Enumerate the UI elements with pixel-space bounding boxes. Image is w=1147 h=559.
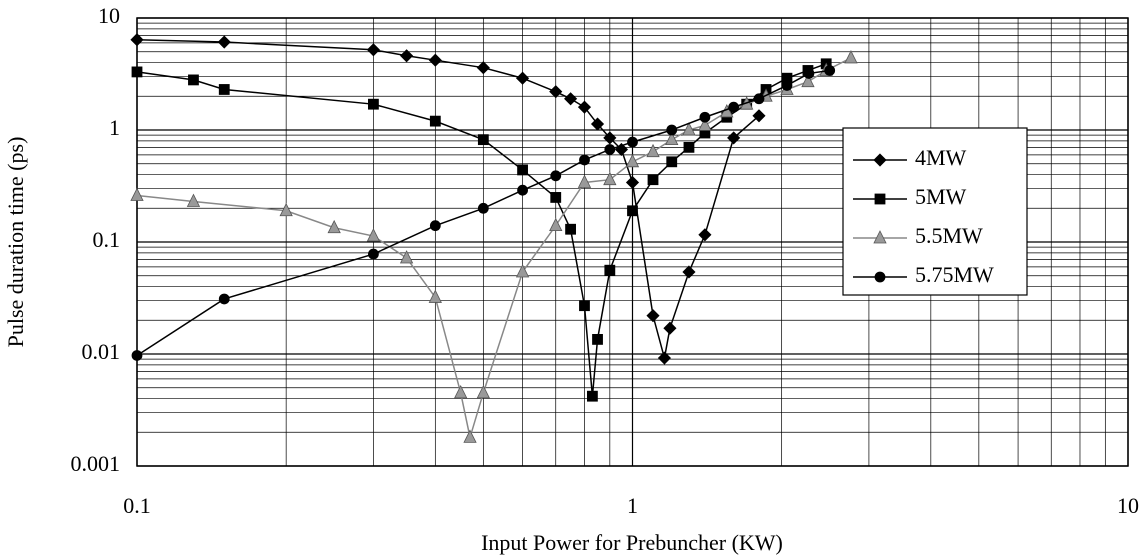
marker [874,271,886,283]
marker [279,202,293,217]
marker [218,84,230,95]
marker [874,193,886,205]
marker [844,50,858,64]
marker [663,321,677,335]
marker [400,49,414,63]
y-axis-title: Pulse duration time (ps) [3,137,28,348]
x-tick-label: 10 [1117,493,1139,518]
marker [429,220,441,232]
legend-label: 5MW [915,184,967,209]
legend-label: 5.75MW [915,262,994,287]
marker [565,223,576,235]
series [131,65,836,361]
legend-label: 4MW [915,145,967,170]
marker [218,293,230,305]
marker [699,111,711,123]
marker [463,429,477,443]
marker [399,250,414,264]
marker [577,174,592,188]
marker [753,93,765,105]
marker [666,124,678,136]
marker [627,136,638,148]
marker [647,174,659,186]
marker [801,73,815,88]
marker [130,33,144,47]
marker [873,153,887,167]
series [130,33,766,365]
marker [698,117,712,131]
marker [366,43,380,57]
marker [477,134,489,146]
marker [549,85,563,99]
marker [604,144,616,155]
marker [683,141,695,153]
marker [727,131,741,145]
marker [781,80,793,91]
marker [517,184,528,196]
legend-label: 5.5MW [915,223,983,248]
marker [130,187,144,201]
marker [665,131,679,146]
y-tick-label: 0.01 [82,339,121,364]
marker [477,202,489,214]
marker [824,65,836,76]
marker [550,192,562,203]
marker [603,171,617,186]
series [130,50,858,443]
marker [752,109,766,123]
legend-box [842,127,1028,296]
marker [454,384,468,399]
marker [603,131,617,145]
y-tick-label: 0.1 [93,227,121,252]
marker [627,205,638,217]
marker [646,309,660,323]
marker [579,300,590,312]
marker [188,74,199,86]
marker [476,61,490,75]
marker [515,264,530,278]
x-tick-label: 0.1 [123,493,151,518]
marker [428,289,442,303]
marker [657,351,672,365]
marker [666,156,678,168]
legend: 4MW 5MW 5.5MW 5.75MW [842,127,1028,296]
y-tick-label: 1 [109,115,120,140]
marker [131,350,143,361]
marker [646,143,660,158]
marker [604,264,616,276]
marker [476,384,490,399]
marker [587,390,598,402]
marker [873,230,887,244]
marker [592,334,603,345]
marker [516,71,530,85]
marker [590,117,605,131]
y-tick-label: 10 [98,3,120,28]
marker [577,100,592,114]
marker [517,164,528,176]
marker [803,68,815,79]
marker [682,265,696,279]
marker [625,175,640,190]
marker [368,248,379,260]
marker [131,66,143,78]
marker [428,53,442,67]
marker [698,228,712,242]
marker [186,193,201,207]
marker [217,35,231,49]
marker [368,98,379,110]
marker [366,228,381,242]
marker [429,115,441,127]
marker [579,154,590,166]
marker [327,219,341,234]
marker [728,101,740,113]
marker [625,153,640,168]
x-tick-label: 1 [627,493,638,518]
marker [682,122,696,136]
x-axis-title: Input Power for Prebuncher (KW) [481,530,783,555]
marker [550,170,562,182]
y-tick-label: 0.001 [71,451,121,476]
marker [549,217,563,232]
marker [564,92,578,106]
